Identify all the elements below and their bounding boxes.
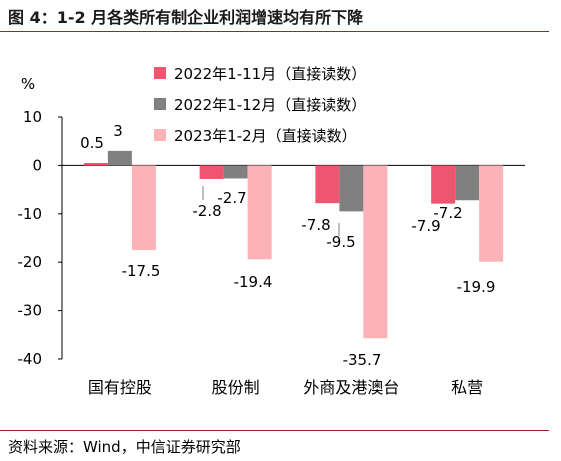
x-category-label: 国有控股 [88,378,152,397]
chart-title: 图 4：1-2 月各类所有制企业利润增速均有所下降 [8,8,364,27]
data-label: -35.7 [343,351,382,369]
legend-label: 2022年1-11月（直接读数） [174,65,366,83]
data-label: -9.5 [326,233,355,251]
title-divider [0,31,549,32]
y-unit-label: % [21,75,35,93]
legend-label: 2022年1-12月（直接读数） [174,96,366,114]
bar-1-4 [431,165,456,204]
legend-swatch [154,98,166,110]
bar-3-3 [363,165,388,339]
bar-2-4 [455,165,480,201]
data-label: -17.5 [122,262,161,280]
bar-3-4 [479,165,504,262]
data-label: -7.8 [301,216,330,234]
data-label: -7.2 [433,204,462,222]
y-tick-label: 0 [32,156,42,174]
footer-divider [0,430,549,431]
bar-3-2 [247,165,272,260]
bar-3-1 [131,165,156,251]
bar-2-3 [339,165,364,212]
bar-1-1 [83,162,108,166]
y-tick-label: -30 [18,302,43,320]
y-tick-label: -20 [18,253,43,271]
bar-1-3 [315,165,340,204]
x-category-label: 股份制 [212,378,260,397]
x-category-label: 外商及港澳台 [303,378,399,397]
data-label: -19.9 [457,278,496,296]
bar-2-1 [107,150,132,166]
bar-2-2 [223,165,248,179]
x-category-label: 私营 [451,378,483,397]
y-tick-label: -10 [18,205,43,223]
data-label: -19.4 [234,273,273,291]
source-note: 资料来源：Wind，中信证券研究部 [8,438,241,456]
legend-swatch [154,67,166,79]
bar-1-2 [199,165,224,179]
data-label: -2.8 [192,202,221,220]
legend-swatch [154,129,166,141]
y-tick-label: -40 [18,350,43,368]
data-label: -7.9 [411,217,440,235]
data-label: -2.7 [217,189,246,207]
data-label: 0.5 [80,134,104,152]
bar-chart: % 10 0 -10 -20 -30 -40 0.5 3 -17.5 国有控股 -2.8-2.7 -19… [18,65,525,397]
y-tick-label: 10 [23,108,42,126]
data-label: 3 [113,122,123,140]
legend-label: 2023年1-2月（直接读数） [174,127,357,145]
